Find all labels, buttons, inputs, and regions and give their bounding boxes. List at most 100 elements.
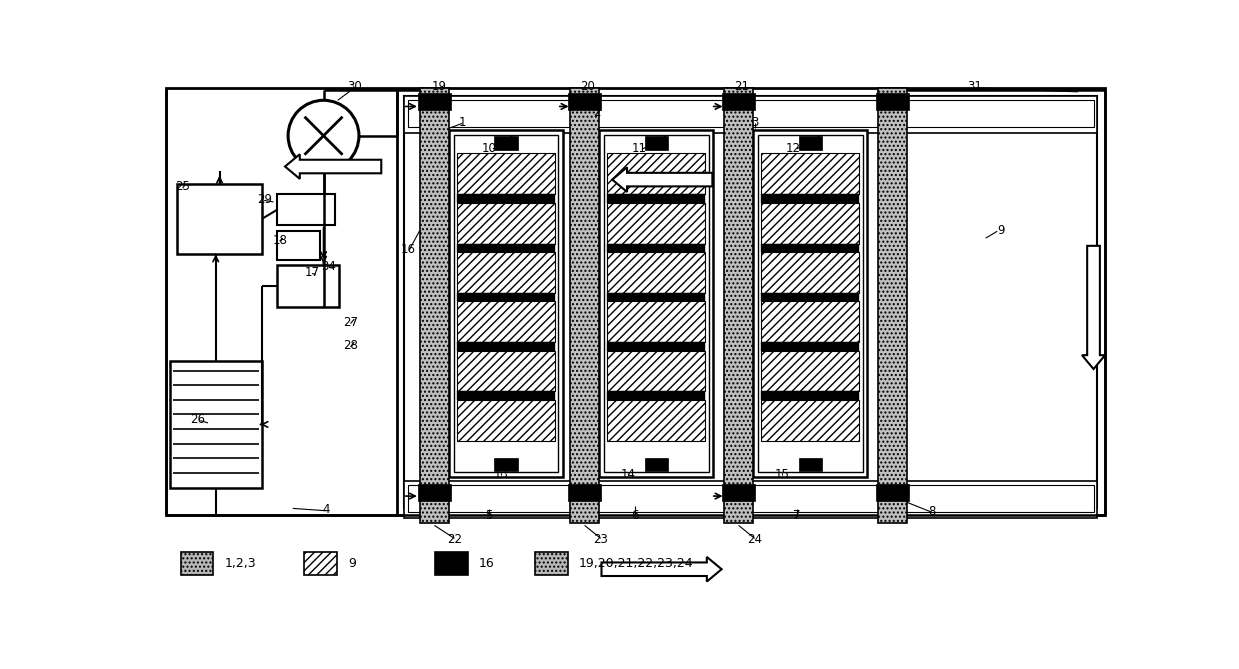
Text: 27: 27 bbox=[343, 316, 358, 329]
Bar bbox=[607, 391, 705, 400]
Bar bbox=[278, 265, 339, 308]
Bar bbox=[457, 252, 555, 293]
Text: 12: 12 bbox=[786, 142, 800, 155]
Text: 29: 29 bbox=[256, 193, 271, 206]
Text: 31: 31 bbox=[966, 80, 981, 93]
Bar bbox=[181, 551, 213, 575]
Text: 18: 18 bbox=[273, 234, 287, 247]
Text: 30: 30 bbox=[347, 80, 362, 93]
Bar bbox=[408, 100, 1094, 127]
Bar bbox=[761, 194, 860, 203]
Bar bbox=[457, 400, 555, 441]
Bar bbox=[644, 458, 668, 472]
Bar bbox=[494, 136, 518, 150]
Bar bbox=[278, 231, 320, 260]
Bar bbox=[607, 342, 705, 351]
Text: 20: 20 bbox=[580, 80, 595, 93]
Text: 17: 17 bbox=[305, 266, 320, 279]
Bar bbox=[457, 203, 555, 244]
Bar bbox=[607, 301, 705, 342]
Text: 2: 2 bbox=[593, 106, 601, 119]
Text: 5: 5 bbox=[486, 509, 493, 522]
Bar bbox=[404, 96, 1098, 508]
Text: 19,20,21,22,23,24: 19,20,21,22,23,24 bbox=[579, 557, 694, 569]
Bar bbox=[435, 551, 467, 575]
Bar bbox=[404, 96, 1098, 132]
Text: 24: 24 bbox=[747, 533, 762, 546]
Text: 1,2,3: 1,2,3 bbox=[225, 557, 256, 569]
Text: 23: 23 bbox=[593, 533, 608, 546]
Bar bbox=[420, 88, 449, 523]
Bar bbox=[644, 136, 668, 150]
Bar bbox=[177, 184, 261, 254]
Bar bbox=[419, 92, 451, 110]
Bar bbox=[607, 400, 705, 441]
Text: 16: 16 bbox=[400, 243, 416, 256]
Bar bbox=[535, 551, 567, 575]
Text: 7: 7 bbox=[793, 509, 800, 522]
Bar bbox=[876, 92, 908, 110]
Text: 25: 25 bbox=[175, 180, 190, 193]
Bar bbox=[722, 484, 755, 500]
Bar bbox=[457, 244, 555, 252]
Text: 15: 15 bbox=[774, 468, 789, 481]
Text: 8: 8 bbox=[928, 505, 935, 518]
Bar bbox=[758, 135, 862, 472]
Text: 22: 22 bbox=[447, 533, 462, 546]
Bar bbox=[457, 293, 555, 301]
Polygon shape bbox=[601, 557, 721, 581]
Polygon shape bbox=[612, 167, 712, 192]
Bar bbox=[753, 130, 867, 477]
Polygon shape bbox=[1082, 246, 1105, 369]
Bar bbox=[761, 400, 860, 441]
Bar bbox=[607, 194, 705, 203]
Bar bbox=[799, 136, 821, 150]
Bar bbox=[305, 551, 337, 575]
Bar bbox=[408, 484, 1094, 512]
Bar bbox=[761, 293, 860, 301]
Bar bbox=[607, 252, 705, 293]
Bar bbox=[419, 484, 451, 500]
Text: 9: 9 bbox=[348, 557, 356, 569]
Bar bbox=[457, 391, 555, 400]
Text: 3: 3 bbox=[751, 116, 758, 129]
Bar bbox=[761, 351, 860, 391]
Bar bbox=[457, 153, 555, 194]
Bar bbox=[166, 88, 1105, 515]
Bar bbox=[878, 88, 907, 523]
Text: 13: 13 bbox=[493, 468, 508, 481]
Text: 21: 21 bbox=[735, 80, 750, 93]
Bar bbox=[457, 301, 555, 342]
Bar bbox=[761, 252, 860, 293]
Bar bbox=[404, 481, 1098, 518]
Text: 19: 19 bbox=[431, 80, 446, 93]
Text: 4: 4 bbox=[322, 504, 330, 516]
Bar bbox=[600, 130, 714, 477]
Bar bbox=[761, 391, 860, 400]
Bar bbox=[570, 88, 600, 523]
Text: 28: 28 bbox=[343, 339, 358, 353]
Bar bbox=[607, 351, 705, 391]
Bar bbox=[607, 293, 705, 301]
Text: 1: 1 bbox=[458, 116, 466, 129]
Text: 14: 14 bbox=[621, 468, 636, 481]
Bar bbox=[457, 194, 555, 203]
Bar bbox=[569, 484, 601, 500]
Bar bbox=[761, 203, 860, 244]
Bar bbox=[724, 88, 753, 523]
Text: 6: 6 bbox=[632, 509, 639, 522]
Text: 9: 9 bbox=[997, 224, 1005, 237]
Bar bbox=[607, 153, 705, 194]
Bar bbox=[457, 342, 555, 351]
Circle shape bbox=[289, 100, 359, 171]
Bar bbox=[876, 484, 908, 500]
Bar bbox=[457, 351, 555, 391]
Bar bbox=[278, 194, 335, 225]
Bar bbox=[799, 458, 821, 472]
Text: 11: 11 bbox=[632, 142, 647, 155]
Bar bbox=[761, 153, 860, 194]
Polygon shape bbox=[285, 154, 382, 179]
Bar bbox=[607, 203, 705, 244]
Bar bbox=[569, 92, 601, 110]
Text: 10: 10 bbox=[482, 142, 497, 155]
